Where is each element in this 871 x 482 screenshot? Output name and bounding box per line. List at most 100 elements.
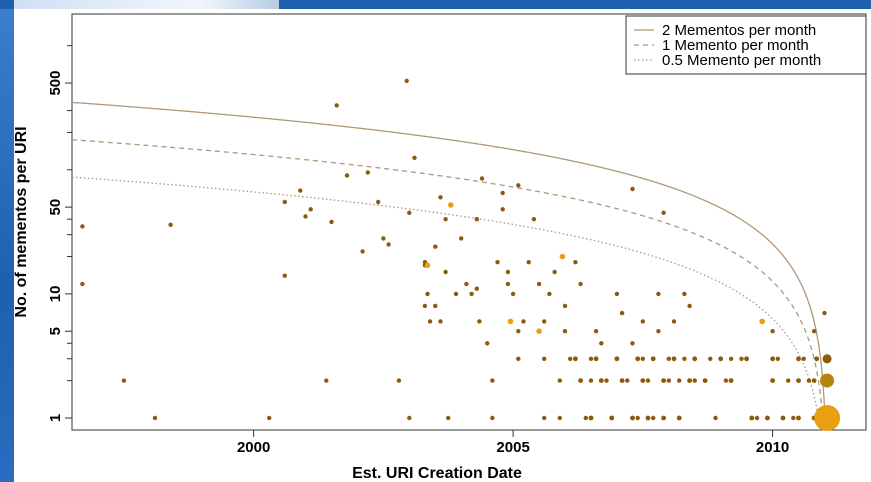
data-point: [770, 356, 775, 362]
data-point: [542, 319, 547, 324]
data-point: [433, 303, 438, 309]
data-point: [640, 319, 645, 324]
data-point: [651, 415, 656, 421]
data-point: [604, 378, 609, 383]
data-point: [485, 341, 490, 346]
data-point: [433, 244, 438, 249]
data-point: [438, 195, 443, 200]
data-point: [593, 329, 599, 334]
data-point: [656, 329, 661, 334]
y-tick-label: 500: [47, 71, 64, 96]
data-point: [645, 378, 651, 383]
data-point: [811, 378, 817, 383]
data-point: [453, 291, 459, 297]
data-point-highlight: [448, 202, 454, 208]
legend-label: 0.5 Memento per month: [662, 52, 821, 69]
data-point: [677, 378, 682, 383]
data-point: [728, 378, 734, 383]
data-point: [557, 415, 562, 421]
data-point: [505, 269, 511, 275]
data-point: [739, 356, 744, 361]
data-point: [324, 378, 329, 383]
data-point: [708, 356, 713, 361]
data-point: [121, 378, 127, 383]
data-point: [578, 281, 583, 287]
data-point: [490, 415, 495, 421]
slide-top-border: [0, 0, 871, 9]
data-point: [609, 415, 615, 421]
data-point: [598, 378, 604, 383]
data-point: [635, 356, 641, 362]
data-point: [692, 356, 698, 362]
data-point: [80, 224, 85, 229]
data-point: [412, 155, 417, 160]
data-point: [407, 210, 412, 215]
data-point: [344, 173, 350, 178]
data-point: [796, 378, 801, 383]
data-point: [588, 415, 594, 421]
data-point: [562, 303, 568, 309]
data-point-cluster: [820, 373, 835, 388]
data-point: [459, 236, 464, 241]
data-point: [542, 356, 547, 361]
data-point: [682, 356, 687, 361]
data-point: [588, 356, 594, 361]
data-point-highlight: [759, 318, 765, 325]
data-point: [713, 415, 718, 421]
data-point: [438, 319, 443, 324]
data-point: [152, 415, 158, 421]
data-point: [542, 415, 547, 421]
data-point: [786, 378, 791, 383]
data-point: [282, 199, 287, 205]
legend-box: [625, 15, 867, 75]
data-point: [775, 356, 780, 361]
data-point: [531, 217, 537, 222]
data-point: [619, 310, 625, 316]
data-point: [671, 319, 677, 324]
data-point: [298, 188, 303, 193]
data-point: [687, 378, 692, 383]
slide-header-graphic: [14, 0, 279, 9]
data-point: [510, 291, 516, 297]
data-point: [723, 378, 729, 383]
data-point: [474, 286, 479, 291]
data-point: [505, 281, 511, 287]
data-point: [360, 249, 365, 254]
data-point: [500, 207, 505, 212]
data-point: [661, 378, 666, 383]
data-point: [521, 319, 526, 324]
data-point: [765, 415, 770, 421]
data-point: [469, 291, 474, 297]
legend-label: 2 Mementos per month: [662, 22, 816, 39]
data-point: [796, 415, 801, 421]
data-point: [754, 415, 760, 421]
data-point: [557, 378, 562, 383]
data-point-cluster: [814, 405, 841, 431]
data-point: [267, 415, 272, 421]
y-tick-label: 50: [47, 199, 64, 216]
data-point: [474, 217, 479, 222]
x-tick-label: 2010: [756, 439, 789, 456]
data-point: [640, 356, 645, 361]
data-point: [796, 356, 801, 362]
reference-curve-3: [72, 176, 828, 419]
data-point: [791, 415, 796, 421]
data-point: [671, 356, 677, 362]
reference-curve-1: [72, 101, 828, 419]
data-point: [490, 378, 495, 383]
data-point: [614, 356, 620, 362]
x-axis: 2000 2005 2010: [237, 430, 789, 456]
reference-curves: [71, 101, 828, 419]
data-point-highlight: [507, 318, 514, 325]
plot-area-frame: [71, 13, 867, 431]
data-point: [422, 303, 428, 309]
x-tick-label: 2000: [237, 439, 270, 456]
data-point: [692, 378, 697, 383]
data-point: [381, 236, 386, 241]
data-point: [806, 378, 812, 383]
data-point: [568, 356, 573, 361]
data-point: [396, 378, 402, 383]
data-point: [682, 291, 687, 297]
y-axis-title: No. of mementos per URI: [13, 126, 30, 317]
